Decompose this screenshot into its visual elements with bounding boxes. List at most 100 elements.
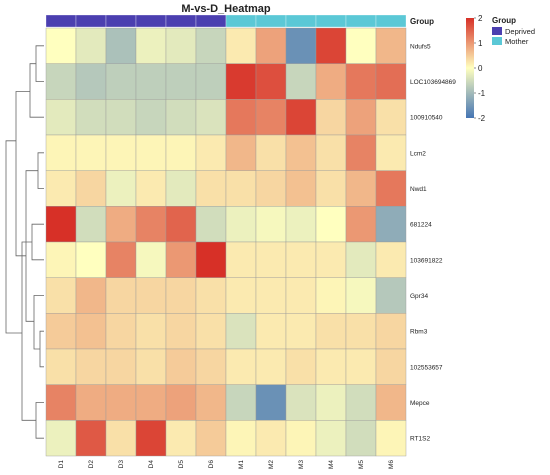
heatmap-cell <box>345 241 377 278</box>
heatmap-cell <box>225 420 257 457</box>
heatmap-cell <box>45 206 77 243</box>
heatmap-cell <box>285 63 317 100</box>
heatmap-cell <box>45 420 77 457</box>
heatmap-cell <box>375 99 407 136</box>
row-label: 103691822 <box>410 257 443 264</box>
row-label: 100910540 <box>410 115 443 122</box>
heatmap-cell <box>45 170 77 207</box>
heatmap-cell <box>105 99 137 136</box>
heatmap-cell <box>195 99 227 136</box>
heatmap-cell <box>165 206 197 243</box>
group-annotation-cell <box>135 14 167 28</box>
heatmap-cell <box>315 27 347 64</box>
heatmap-cell <box>315 313 347 350</box>
heatmap-cell <box>195 170 227 207</box>
heatmap-cell <box>345 348 377 385</box>
dendrogram-branch <box>31 223 44 261</box>
heatmap-cell <box>195 348 227 385</box>
heatmap-cell <box>255 277 287 314</box>
heatmap-cell <box>135 99 167 136</box>
dendrogram-branch <box>15 91 30 257</box>
heatmap-cell <box>285 241 317 278</box>
group-annotation-cell <box>45 14 77 28</box>
column-label: D4 <box>148 460 155 469</box>
group-annotation-label: Group <box>410 17 434 26</box>
heatmap-cell <box>315 384 347 421</box>
colorbar <box>466 18 474 118</box>
heatmap-cell <box>75 27 107 64</box>
heatmap-cell <box>285 277 317 314</box>
heatmap-cell <box>135 277 167 314</box>
heatmap-cell <box>195 206 227 243</box>
dendrogram-branch <box>35 45 44 82</box>
group-annotation-cell <box>165 14 197 28</box>
heatmap-cell <box>255 170 287 207</box>
heatmap-cell <box>375 206 407 243</box>
heatmap-cell <box>75 241 107 278</box>
group-annotation-cell <box>345 14 377 28</box>
heatmap-cell <box>225 63 257 100</box>
heatmap-cell <box>45 348 77 385</box>
column-label: M5 <box>358 460 365 469</box>
column-label: M4 <box>328 460 335 469</box>
heatmap-cell <box>285 348 317 385</box>
heatmap-cell <box>285 134 317 171</box>
group-annotation-cell <box>255 14 287 28</box>
heatmap-cell <box>285 384 317 421</box>
dendrogram-branch <box>21 241 36 421</box>
dendrogram-branch <box>33 295 44 350</box>
heatmap-cell <box>225 170 257 207</box>
heatmap-cell <box>135 27 167 64</box>
column-label: M3 <box>298 460 305 469</box>
colorbar-tick-label: 0 <box>478 64 483 73</box>
heatmap-cell <box>45 384 77 421</box>
heatmap-cell <box>345 134 377 171</box>
heatmap-cell <box>165 134 197 171</box>
heatmap-cell <box>225 134 257 171</box>
chart-title: M-vs-D_Heatmap <box>181 3 271 15</box>
legend-title: Group <box>492 16 516 25</box>
row-label: Rbm3 <box>410 329 428 336</box>
heatmap-cell <box>345 27 377 64</box>
row-label: Mepce <box>410 400 430 407</box>
heatmap-cell <box>105 277 137 314</box>
heatmap-cell <box>375 384 407 421</box>
heatmap-cell <box>45 277 77 314</box>
heatmap-cell <box>105 313 137 350</box>
dendrogram-branch <box>39 330 44 368</box>
heatmap-cell <box>195 313 227 350</box>
heatmap-cell <box>195 277 227 314</box>
heatmap-cell <box>345 420 377 457</box>
heatmap-cell <box>225 206 257 243</box>
group-annotation-cell <box>315 14 347 28</box>
heatmap-cell <box>375 134 407 171</box>
heatmap-cell <box>285 99 317 136</box>
heatmap-cell <box>165 170 197 207</box>
group-annotation-cell <box>375 14 407 28</box>
row-label: Lcm2 <box>410 150 426 157</box>
heatmap-cell <box>315 63 347 100</box>
dendrogram-branch <box>35 402 44 439</box>
row-label: Nwd1 <box>410 186 427 193</box>
heatmap-cell <box>345 206 377 243</box>
heatmap-cell <box>195 27 227 64</box>
heatmap-cell <box>75 206 107 243</box>
heatmap-cell <box>375 348 407 385</box>
heatmap-cell <box>195 241 227 278</box>
heatmap-cell <box>135 206 167 243</box>
heatmap-cell <box>315 99 347 136</box>
heatmap-cell <box>285 206 317 243</box>
heatmap-cell <box>255 63 287 100</box>
heatmap-cell <box>345 384 377 421</box>
group-annotation-cell <box>105 14 137 28</box>
heatmap-cell <box>285 313 317 350</box>
row-label: 102553657 <box>410 364 443 371</box>
heatmap-cell <box>75 170 107 207</box>
heatmap-cell <box>285 420 317 457</box>
heatmap-cell <box>375 241 407 278</box>
heatmap-cell <box>165 313 197 350</box>
column-label: D2 <box>88 460 95 469</box>
heatmap-cell <box>375 420 407 457</box>
heatmap-cell <box>105 241 137 278</box>
column-label: M6 <box>388 460 395 469</box>
